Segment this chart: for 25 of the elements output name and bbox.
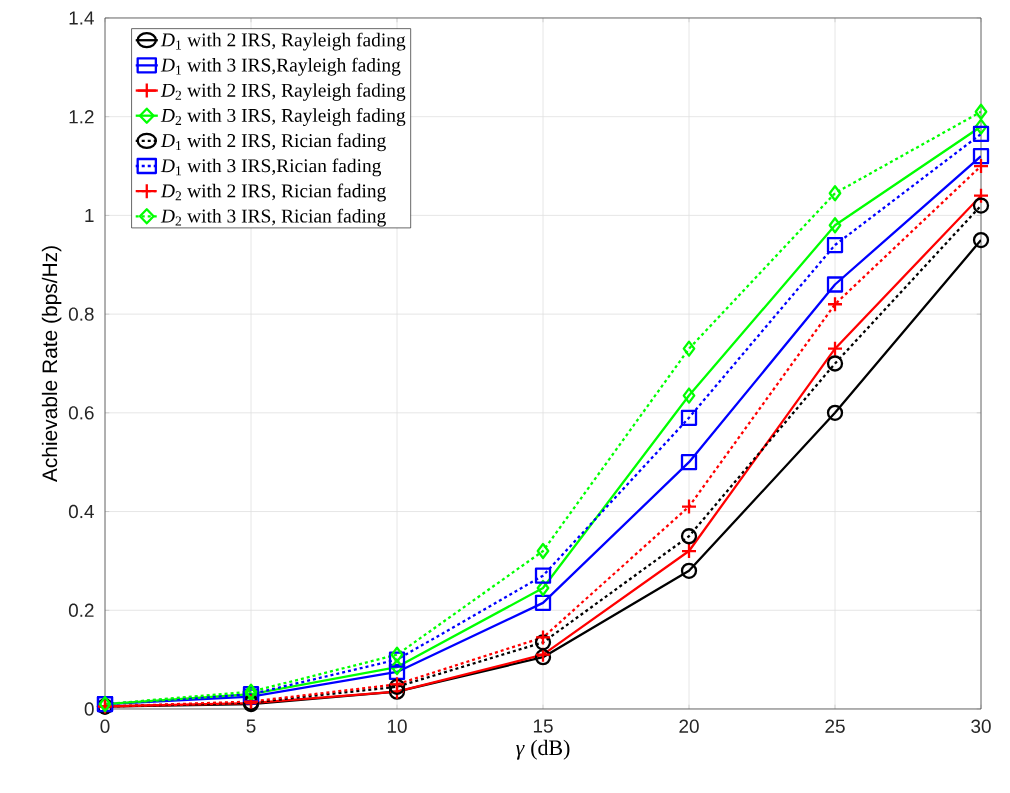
legend-label: D$_{2}$ with 2 IRS, Rayleigh fading [160, 82, 406, 101]
x-tick-label: 5 [246, 719, 256, 733]
x-tick-label: 25 [825, 719, 845, 733]
y-tick-label: 0.8 [68, 307, 94, 321]
legend-label: D$_{1}$ with 3 IRS,Rayleigh fading [160, 57, 401, 76]
y-tick-label: 1.2 [69, 110, 94, 124]
legend-label: D$_{2}$ with 3 IRS, Rician fading [160, 208, 386, 227]
y-tick-label: 0 [84, 702, 94, 716]
y-tick-label: 0.6 [68, 406, 94, 420]
x-tick-label: 10 [387, 719, 407, 733]
y-tick-label: 1 [85, 208, 94, 222]
legend-label: D$_{1}$ with 3 IRS,Rician fading [160, 158, 382, 177]
x-tick-label: 0 [100, 719, 110, 733]
x-tick-label: 30 [971, 719, 991, 733]
y-tick-label: 1.4 [69, 11, 94, 25]
y-tick-label: 0.4 [68, 504, 94, 519]
legend-label: D$_{1}$ with 2 IRS, Rayleigh fading [160, 32, 406, 51]
x-tick-label: 20 [679, 719, 699, 733]
y-tick-label: 0.2 [68, 603, 94, 617]
legend-label: D$_{2}$ with 3 IRS, Rayleigh fading [160, 108, 406, 126]
legend-label: D$_{1}$ with 2 IRS, Rician fading [160, 133, 386, 152]
legend-label: D$_{2}$ with 2 IRS, Rician fading [160, 183, 386, 202]
x-tick-label: 15 [533, 719, 553, 733]
x-axis-title: γ (dB) [516, 739, 570, 760]
y-axis-title: Achievable Rate (bps/Hz) [41, 246, 62, 483]
